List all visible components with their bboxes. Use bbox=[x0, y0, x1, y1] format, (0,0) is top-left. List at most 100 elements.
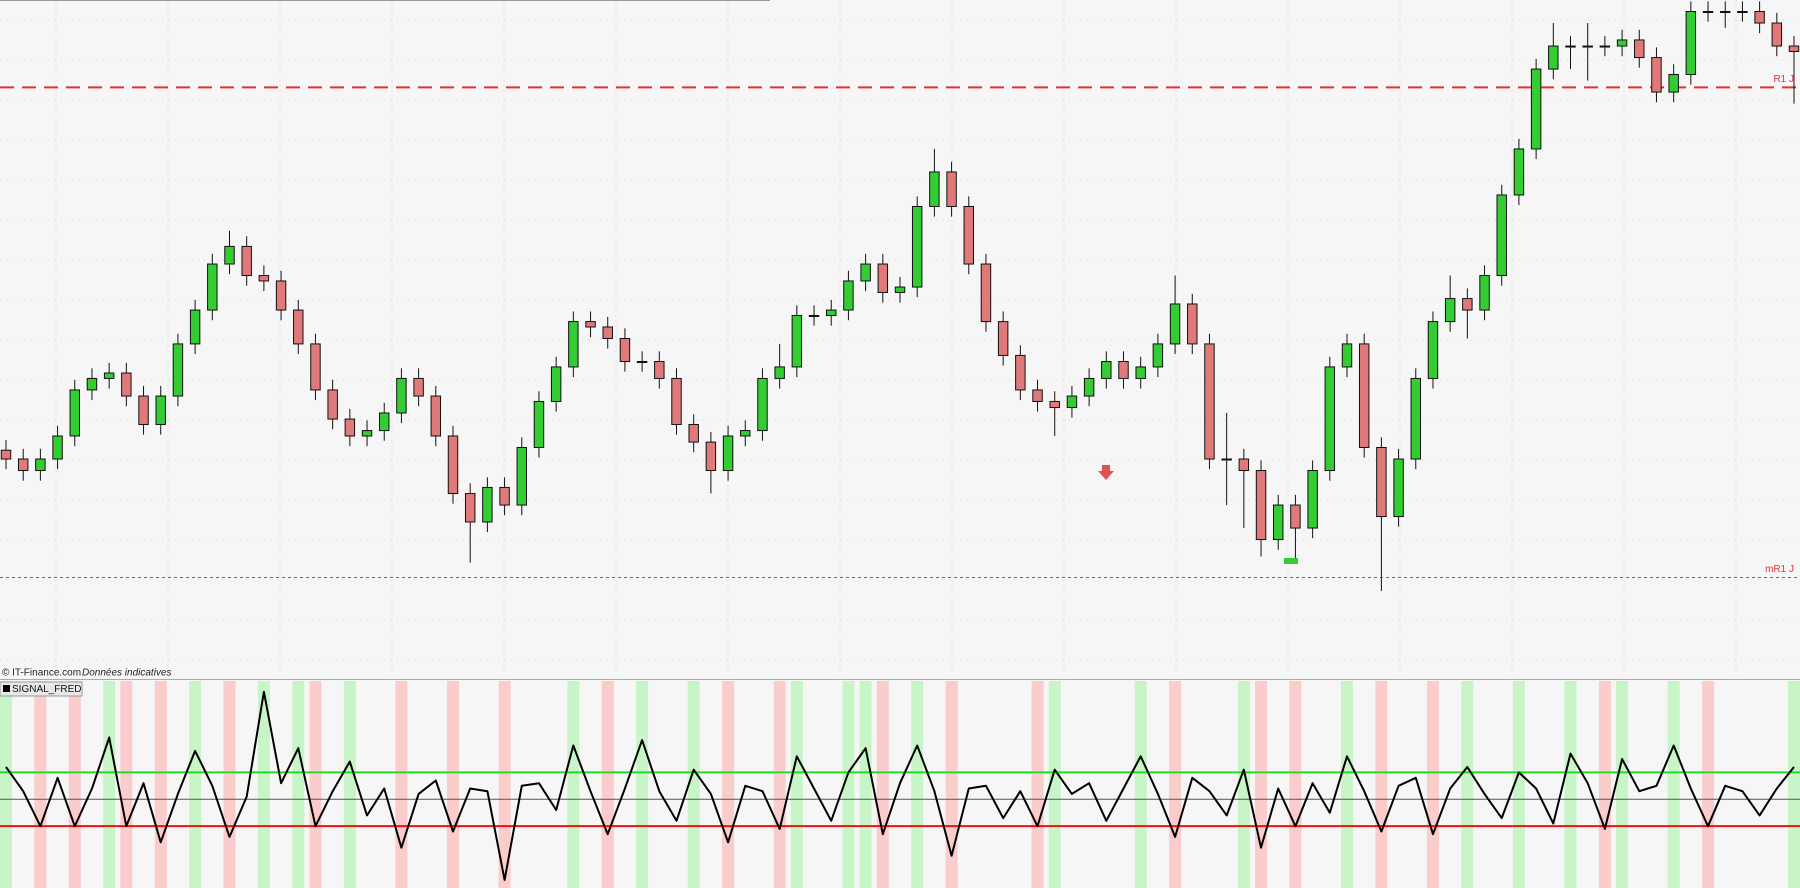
candle-body bbox=[52, 435, 63, 460]
signal-band bbox=[1461, 681, 1474, 888]
candle-body bbox=[241, 245, 252, 277]
note: Données indicatives bbox=[82, 668, 172, 679]
candle-body bbox=[1427, 321, 1439, 379]
candle-body bbox=[894, 286, 906, 293]
candle-body bbox=[619, 338, 631, 363]
signal-band bbox=[395, 681, 408, 888]
candle-body bbox=[1702, 11, 1714, 14]
candle-body bbox=[138, 395, 149, 425]
candle-body bbox=[1410, 377, 1421, 460]
signal-band bbox=[120, 681, 133, 888]
signal-band bbox=[1702, 681, 1715, 888]
candle-body bbox=[1754, 11, 1765, 24]
signal-band bbox=[1169, 681, 1182, 888]
candle-body bbox=[1341, 343, 1353, 368]
signal-band bbox=[223, 681, 236, 888]
candle-body bbox=[877, 263, 889, 293]
signal-band bbox=[446, 681, 460, 888]
candle-body bbox=[1548, 45, 1559, 70]
signal-band bbox=[773, 681, 786, 888]
candle-body bbox=[550, 366, 562, 402]
candle-body bbox=[275, 280, 287, 311]
level-label: R1 J bbox=[1773, 74, 1794, 85]
candle-body bbox=[189, 309, 201, 345]
candle-body bbox=[69, 389, 80, 437]
candle-body bbox=[35, 458, 46, 472]
signal-band bbox=[687, 681, 700, 888]
signal-band bbox=[1667, 681, 1680, 888]
signal-line bbox=[5, 690, 1795, 881]
signal-band bbox=[0, 681, 13, 888]
candle-body bbox=[327, 389, 338, 420]
candle-body bbox=[826, 309, 837, 316]
candle-body bbox=[1152, 343, 1164, 368]
source: © IT-Finance.com bbox=[2, 668, 81, 679]
candle-body bbox=[1307, 470, 1318, 529]
candle-body bbox=[1169, 303, 1181, 345]
candle-body bbox=[0, 449, 12, 460]
candle-body bbox=[379, 412, 390, 432]
signal-band bbox=[309, 681, 322, 888]
candle-body bbox=[1582, 45, 1593, 48]
candle-body bbox=[568, 321, 579, 368]
legend-box bbox=[0, 681, 83, 697]
signal-band bbox=[1512, 681, 1525, 888]
candle-body bbox=[791, 314, 803, 368]
candle-body bbox=[17, 458, 29, 472]
candle-body bbox=[1530, 68, 1542, 150]
signal-band bbox=[876, 681, 889, 888]
candle-body bbox=[447, 435, 459, 495]
signal-band bbox=[292, 681, 305, 888]
signal-band bbox=[722, 681, 735, 888]
signal-band bbox=[911, 681, 924, 888]
candle-body bbox=[121, 372, 132, 397]
signal-band bbox=[1289, 681, 1302, 888]
sell-signal bbox=[1098, 465, 1114, 480]
candle-body bbox=[361, 430, 373, 437]
candle-body bbox=[1221, 458, 1232, 461]
candle-body bbox=[396, 377, 407, 414]
v-grid bbox=[0, 0, 1800, 677]
candle-body bbox=[499, 486, 510, 506]
candle-body bbox=[636, 361, 648, 364]
candle-body bbox=[1668, 73, 1679, 93]
candle-body bbox=[1376, 446, 1387, 518]
candle-body bbox=[1479, 275, 1490, 311]
indicator-layer bbox=[0, 681, 1800, 888]
candle-body bbox=[1393, 458, 1404, 518]
candle-body bbox=[843, 280, 854, 311]
candle-body bbox=[1496, 194, 1507, 277]
candle-body bbox=[997, 321, 1009, 356]
candle-body bbox=[293, 309, 304, 345]
buy-signal bbox=[1284, 558, 1298, 564]
signal-band bbox=[1616, 681, 1629, 888]
candle-body bbox=[929, 171, 940, 207]
candle-body bbox=[258, 275, 270, 282]
signal-band bbox=[1426, 681, 1439, 888]
candle-body bbox=[103, 372, 115, 379]
signal-band bbox=[189, 681, 202, 888]
candle-body bbox=[1462, 298, 1473, 311]
candle-body bbox=[1513, 148, 1525, 196]
candle-body bbox=[808, 314, 820, 317]
candle-body bbox=[946, 171, 957, 207]
candle-body bbox=[1720, 11, 1731, 14]
signal-band bbox=[34, 681, 47, 888]
candle-body bbox=[1771, 22, 1783, 47]
signal-band bbox=[1134, 681, 1147, 888]
candle-body bbox=[1187, 303, 1198, 345]
candle-body bbox=[1651, 57, 1662, 93]
signal-band bbox=[842, 681, 855, 888]
signal-band bbox=[636, 681, 649, 888]
signal-band bbox=[1598, 681, 1611, 888]
signal-band bbox=[1787, 681, 1800, 888]
candle-body bbox=[671, 377, 682, 425]
candle-body bbox=[1599, 45, 1611, 48]
candle-body bbox=[1685, 11, 1697, 75]
candle-body bbox=[1324, 366, 1336, 472]
candle-body bbox=[533, 400, 545, 448]
candle-body bbox=[172, 343, 184, 397]
candle-body bbox=[654, 361, 665, 379]
